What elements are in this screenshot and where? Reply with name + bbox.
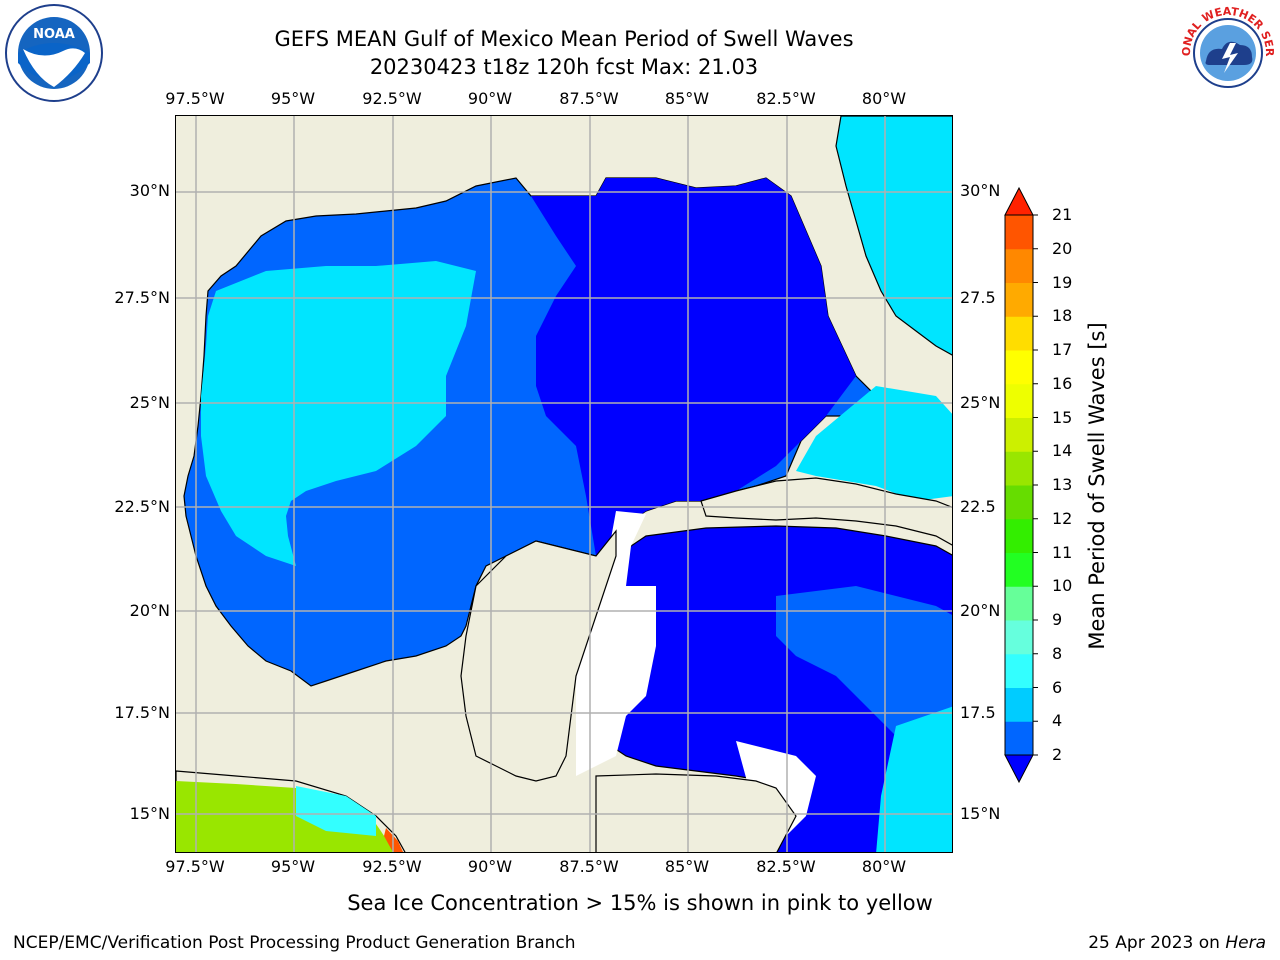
colorbar-segment xyxy=(1005,620,1033,655)
colorbar-label: Mean Period of Swell Waves [s] xyxy=(1085,322,1109,650)
colorbar-segment xyxy=(1005,350,1033,385)
lon-label-bottom: 82.5°W xyxy=(756,857,816,876)
straits-cyan-patch xyxy=(796,386,952,501)
eastern-gulf-deep xyxy=(531,178,856,556)
colorbar-tick-label: 17 xyxy=(1052,340,1073,359)
colorbar-tick-label: 6 xyxy=(1052,677,1063,697)
colorbar-tick-label: 20 xyxy=(1052,238,1073,258)
lon-label-bottom: 80°W xyxy=(861,857,907,876)
colorbar-segment xyxy=(1005,485,1033,520)
lon-label-top: 85°W xyxy=(664,89,710,108)
colorbar-tick-label: 8 xyxy=(1052,643,1063,663)
colorbar-segment xyxy=(1005,417,1033,452)
lon-label-top: 87.5°W xyxy=(559,89,619,108)
cuba-land xyxy=(700,477,952,546)
colorbar-segment xyxy=(1005,653,1033,688)
colorbar-segment xyxy=(1005,687,1033,722)
credit-line: NCEP/EMC/Verification Post Processing Pr… xyxy=(13,933,576,953)
lon-label-top: 90°W xyxy=(467,89,513,108)
lon-label-top: 97.5°W xyxy=(165,89,225,108)
lon-label-top: 80°W xyxy=(861,89,907,108)
lon-label-top: 92.5°W xyxy=(362,89,422,108)
yucatan-gap xyxy=(576,511,656,776)
lat-label-right: 25°N xyxy=(960,393,1001,412)
nws-logo: NATIONAL WEATHER SERVICE xyxy=(1178,3,1276,101)
lat-label-right: 30°N xyxy=(960,181,1001,200)
machine-name: Hera xyxy=(1225,933,1266,953)
lat-label-right: 15°N xyxy=(960,804,1001,823)
noaa-logo: NOAA xyxy=(5,4,103,102)
lat-label-left: 17.5°N xyxy=(114,703,170,722)
colorbar-tick-label: 10 xyxy=(1052,576,1073,596)
graticule xyxy=(176,116,952,852)
sea-ice-note: Sea Ice Concentration > 15% is shown in … xyxy=(347,891,933,915)
colorbar-tick-label: 18 xyxy=(1052,306,1073,326)
colorbar xyxy=(1004,186,1038,784)
yucatan-land xyxy=(460,529,617,782)
lat-label-right: 20°N xyxy=(960,601,1001,620)
date-line: 25 Apr 2023 on Hera xyxy=(1088,933,1266,953)
lon-label-bottom: 85°W xyxy=(664,857,710,876)
colorbar-segment xyxy=(1005,586,1033,621)
colorbar-segment xyxy=(1005,721,1033,756)
lon-label-bottom: 97.5°W xyxy=(165,857,225,876)
lon-label-bottom: 92.5°W xyxy=(362,857,422,876)
lon-label-top: 82.5°W xyxy=(756,89,816,108)
colorbar-tick-label: 9 xyxy=(1052,610,1063,629)
colorbar-tick-label: 15 xyxy=(1052,407,1073,427)
colorbar-tick-label: 14 xyxy=(1052,441,1073,461)
noaa-logo-text: NOAA xyxy=(33,27,75,42)
map-canvas xyxy=(176,116,952,852)
lat-label-left: 25°N xyxy=(129,393,170,412)
lat-label-right: 27.5 xyxy=(960,288,996,307)
colorbar-tick-label: 12 xyxy=(1052,508,1073,528)
map-title: GEFS MEAN Gulf of Mexico Mean Period of … xyxy=(274,27,854,51)
colorbar-segment xyxy=(1005,451,1033,486)
colorbar-segment xyxy=(1005,282,1033,317)
colorbar-extend-min xyxy=(1004,754,1034,784)
lat-label-left: 27.5°N xyxy=(114,288,170,307)
colorbar-tick-label: 11 xyxy=(1052,542,1073,562)
colorbar-tick-label: 16 xyxy=(1052,373,1073,393)
caribbean-cyan-patch xyxy=(876,706,952,852)
western-gulf-shallow xyxy=(201,261,476,566)
lat-label-left: 30°N xyxy=(129,181,170,200)
date-text: 25 Apr 2023 on xyxy=(1088,933,1226,953)
map-panel xyxy=(175,115,953,853)
pacific-cyan-patch xyxy=(296,786,376,836)
map-subtitle: 20230423 t18z 120h fcst Max: 21.03 xyxy=(369,55,759,79)
colorbar-segment xyxy=(1005,316,1033,351)
lat-label-left: 15°N xyxy=(129,804,170,823)
lon-label-bottom: 95°W xyxy=(270,857,316,876)
lon-label-bottom: 87.5°W xyxy=(559,857,619,876)
colorbar-segment xyxy=(1005,552,1033,587)
lat-label-left: 20°N xyxy=(129,601,170,620)
atlantic-water xyxy=(835,116,952,356)
lat-label-left: 22.5°N xyxy=(114,497,170,516)
lat-label-right: 17.5 xyxy=(960,703,996,722)
colorbar-segment xyxy=(1005,383,1033,418)
colorbar-tick-label: 19 xyxy=(1052,272,1073,292)
colorbar-segment xyxy=(1005,518,1033,553)
colorbar-segment xyxy=(1005,215,1033,250)
lat-label-right: 22.5 xyxy=(960,497,996,516)
colorbar-tick-label: 4 xyxy=(1052,711,1063,731)
colorbar-extend-max xyxy=(1004,186,1034,216)
colorbar-segment xyxy=(1005,248,1033,283)
lon-label-bottom: 90°W xyxy=(467,857,513,876)
lon-label-top: 95°W xyxy=(270,89,316,108)
colorbar-tick-label: 13 xyxy=(1052,475,1073,494)
pacific-water xyxy=(176,781,394,852)
colorbar-tick-label: 21 xyxy=(1052,205,1073,224)
honduras-land xyxy=(595,773,797,852)
colorbar-tick-label: 2 xyxy=(1052,745,1063,764)
